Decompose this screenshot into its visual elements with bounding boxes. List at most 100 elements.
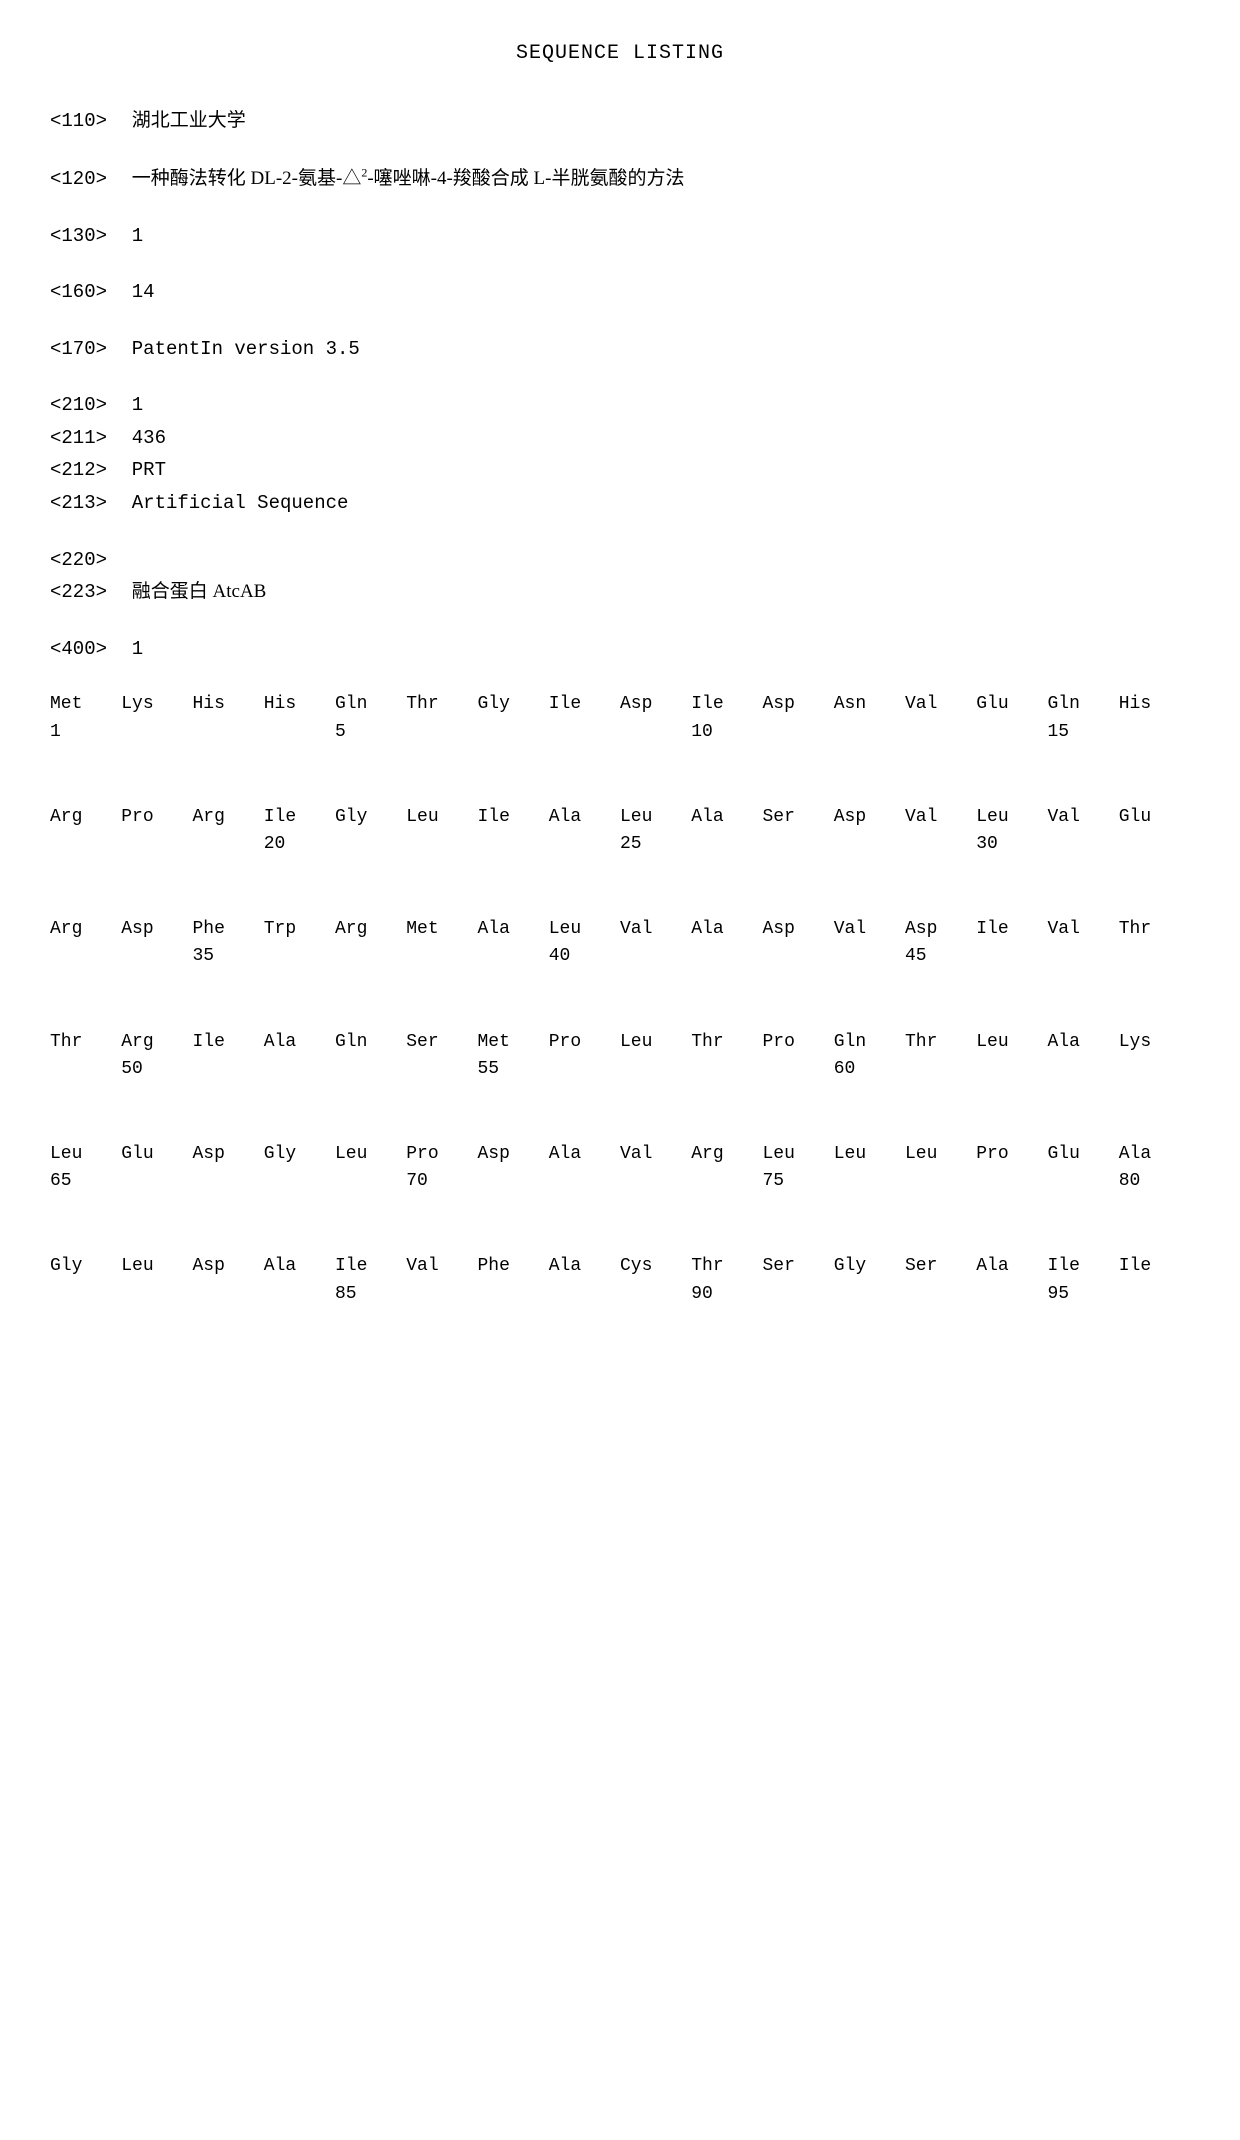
residue: Gln bbox=[335, 692, 406, 717]
position-number: 60 bbox=[834, 1057, 905, 1082]
residue: Ala bbox=[549, 1142, 620, 1167]
residue: Gly bbox=[834, 1254, 905, 1279]
residue: Arg bbox=[335, 917, 406, 942]
residue: Cys bbox=[620, 1254, 691, 1279]
residue: Asp bbox=[121, 917, 192, 942]
tag-110: <110> bbox=[50, 108, 107, 135]
position-number bbox=[50, 944, 121, 969]
residue: Trp bbox=[264, 917, 335, 942]
field-160: <160> 14 bbox=[50, 279, 1190, 306]
residue: Met bbox=[478, 1030, 549, 1055]
position-number bbox=[50, 1057, 121, 1082]
residue: Glu bbox=[1048, 1142, 1119, 1167]
residue: His bbox=[1119, 692, 1190, 717]
value-211: 436 bbox=[132, 427, 166, 449]
value-160: 14 bbox=[132, 281, 155, 303]
position-row: 859095 bbox=[50, 1282, 1190, 1307]
sequence-block: GlyLeuAspAlaIleValPheAlaCysThrSerGlySerA… bbox=[50, 1254, 1190, 1306]
residue: Thr bbox=[905, 1030, 976, 1055]
residue-row: ThrArgIleAlaGlnSerMetProLeuThrProGlnThrL… bbox=[50, 1030, 1190, 1055]
position-number bbox=[121, 944, 192, 969]
residue: Phe bbox=[478, 1254, 549, 1279]
residue: Asp bbox=[763, 917, 834, 942]
position-number: 45 bbox=[905, 944, 976, 969]
position-number bbox=[1048, 1169, 1119, 1194]
position-number bbox=[193, 1282, 264, 1307]
residue: Ala bbox=[691, 917, 762, 942]
field-220: <220> bbox=[50, 547, 1190, 574]
residue: Pro bbox=[763, 1030, 834, 1055]
residue: Val bbox=[1048, 917, 1119, 942]
position-number bbox=[691, 1169, 762, 1194]
position-number: 40 bbox=[549, 944, 620, 969]
value-170: PatentIn version 3.5 bbox=[132, 338, 360, 360]
position-number bbox=[549, 1057, 620, 1082]
tag-213: <213> bbox=[50, 490, 107, 517]
position-number bbox=[834, 1282, 905, 1307]
position-number bbox=[1048, 1057, 1119, 1082]
residue: Gln bbox=[1048, 692, 1119, 717]
tag-223: <223> bbox=[50, 579, 107, 606]
position-number bbox=[121, 1169, 192, 1194]
position-number bbox=[1119, 832, 1190, 857]
position-number bbox=[1119, 1282, 1190, 1307]
position-number: 30 bbox=[976, 832, 1047, 857]
residue: His bbox=[264, 692, 335, 717]
residue: Leu bbox=[406, 805, 477, 830]
position-number bbox=[264, 1282, 335, 1307]
residue: Val bbox=[905, 692, 976, 717]
value-130: 1 bbox=[132, 225, 143, 247]
residue: Thr bbox=[691, 1254, 762, 1279]
residue: Ile bbox=[691, 692, 762, 717]
field-212: <212> PRT bbox=[50, 457, 1190, 484]
residue: Glu bbox=[121, 1142, 192, 1167]
residue: Met bbox=[50, 692, 121, 717]
value-110: 湖北工业大学 bbox=[132, 110, 246, 131]
position-number bbox=[406, 944, 477, 969]
residue: Glu bbox=[976, 692, 1047, 717]
position-number: 70 bbox=[406, 1169, 477, 1194]
residue: Gly bbox=[335, 805, 406, 830]
position-number bbox=[620, 1282, 691, 1307]
position-number bbox=[335, 944, 406, 969]
position-number bbox=[1119, 944, 1190, 969]
residue: Thr bbox=[50, 1030, 121, 1055]
tag-160: <160> bbox=[50, 279, 107, 306]
residue: Lys bbox=[1119, 1030, 1190, 1055]
position-number bbox=[478, 1169, 549, 1194]
position-number bbox=[905, 832, 976, 857]
residue: Ala bbox=[976, 1254, 1047, 1279]
position-number bbox=[691, 944, 762, 969]
residue: Thr bbox=[691, 1030, 762, 1055]
residue: Asp bbox=[193, 1142, 264, 1167]
residue: Gly bbox=[50, 1254, 121, 1279]
position-number bbox=[834, 720, 905, 745]
position-number bbox=[478, 1282, 549, 1307]
residue: Asp bbox=[478, 1142, 549, 1167]
position-number: 10 bbox=[691, 720, 762, 745]
position-number bbox=[193, 1169, 264, 1194]
value-400: 1 bbox=[132, 638, 143, 660]
field-170: <170> PatentIn version 3.5 bbox=[50, 336, 1190, 363]
field-120: <120> 一种酶法转化 DL-2-氨基-△2-噻唑啉-4-羧酸合成 L-半胱氨… bbox=[50, 165, 1190, 193]
position-number bbox=[193, 832, 264, 857]
residue-row: ArgAspPheTrpArgMetAlaLeuValAlaAspValAspI… bbox=[50, 917, 1190, 942]
position-row: 65707580 bbox=[50, 1169, 1190, 1194]
residue: Phe bbox=[193, 917, 264, 942]
residue: Ile bbox=[1048, 1254, 1119, 1279]
residue: Asp bbox=[905, 917, 976, 942]
position-number bbox=[905, 720, 976, 745]
position-number bbox=[478, 720, 549, 745]
position-number bbox=[1048, 944, 1119, 969]
position-number bbox=[834, 1169, 905, 1194]
tag-120: <120> bbox=[50, 166, 107, 193]
residue: Pro bbox=[549, 1030, 620, 1055]
residue: Gly bbox=[264, 1142, 335, 1167]
residue: Ala bbox=[691, 805, 762, 830]
residue: Arg bbox=[691, 1142, 762, 1167]
residue: Asp bbox=[193, 1254, 264, 1279]
residue: Ile bbox=[1119, 1254, 1190, 1279]
document-title: SEQUENCE LISTING bbox=[50, 40, 1190, 68]
sequence-block: ArgProArgIleGlyLeuIleAlaLeuAlaSerAspValL… bbox=[50, 805, 1190, 857]
residue: Ala bbox=[1119, 1142, 1190, 1167]
